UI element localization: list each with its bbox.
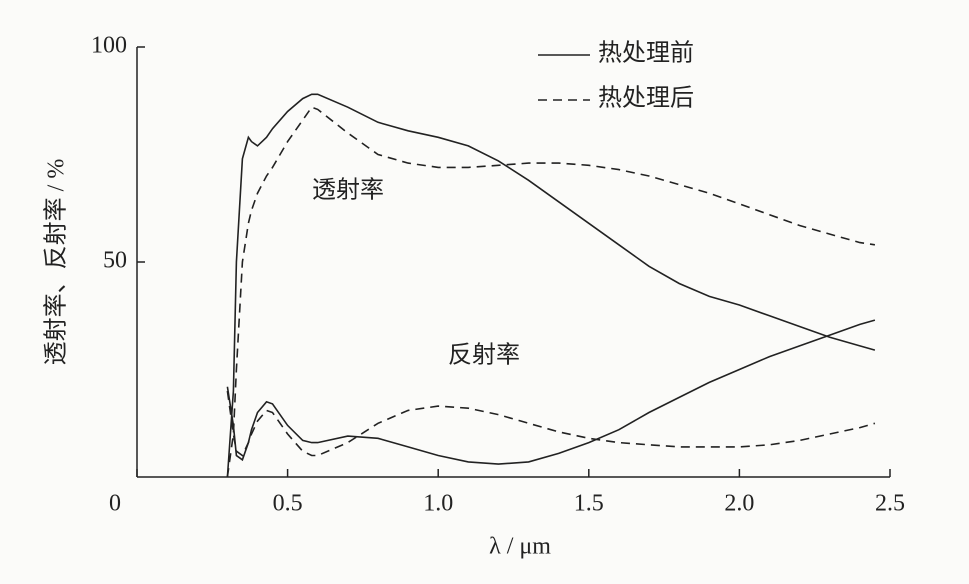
x-tick-label: 1.5 bbox=[574, 491, 604, 517]
x-tick-label: 2.0 bbox=[724, 491, 754, 517]
y-tick-label: 50 bbox=[103, 248, 127, 274]
x-tick-label: 0.5 bbox=[273, 491, 303, 517]
x-tick-label: 1.0 bbox=[423, 491, 453, 517]
legend-label: 热处理前 bbox=[598, 40, 694, 67]
data-line bbox=[226, 93, 876, 478]
data-line bbox=[226, 390, 876, 457]
data-line bbox=[226, 319, 876, 465]
data-line bbox=[226, 106, 876, 478]
x-tick-label: 2.5 bbox=[875, 491, 905, 517]
x-tick-label: 0 bbox=[109, 491, 121, 517]
annotation: 透射率 bbox=[312, 177, 384, 204]
y-tick-label: 100 bbox=[91, 33, 127, 59]
legend-label: 热处理后 bbox=[598, 85, 694, 112]
x-axis-label: λ / μm bbox=[489, 534, 551, 560]
y-axis-label: 透射率、反射率 / % bbox=[43, 159, 70, 366]
annotation: 反射率 bbox=[448, 342, 520, 369]
